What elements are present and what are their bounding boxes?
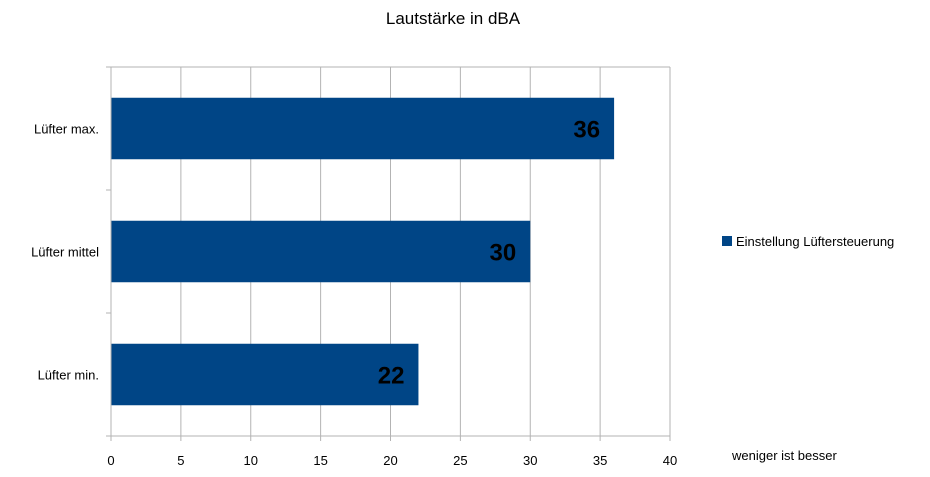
category-label: Lüfter max. — [34, 122, 99, 137]
bars: 36 30 22 — [111, 97, 615, 406]
legend-swatch — [722, 236, 732, 246]
x-tick-label: 20 — [383, 453, 397, 468]
bar — [111, 97, 615, 160]
x-tick-label: 30 — [523, 453, 537, 468]
x-tick-label: 25 — [453, 453, 467, 468]
data-label: 36 — [573, 117, 600, 144]
legend-entry: Einstellung Lüftersteuerung — [736, 234, 894, 249]
category-label: Lüfter mittel — [31, 245, 99, 260]
chart-note: weniger ist besser — [731, 448, 837, 463]
chart-title: Lautstärke in dBA — [386, 9, 521, 28]
bar — [111, 220, 531, 283]
x-tick-label: 10 — [244, 453, 258, 468]
x-tick-label: 35 — [593, 453, 607, 468]
legend: Einstellung Lüftersteuerung — [722, 234, 894, 249]
category-label: Lüfter min. — [38, 368, 99, 383]
data-label: 22 — [378, 363, 405, 390]
axes: 0 5 10 15 20 25 30 35 40 Lüfter max. Lüfter mittel… — [31, 66, 677, 468]
x-tick-label: 15 — [313, 453, 327, 468]
bar — [111, 343, 419, 406]
x-tick-label: 0 — [107, 453, 114, 468]
x-tick-label: 5 — [177, 453, 184, 468]
x-tick-label: 40 — [663, 453, 677, 468]
data-label: 30 — [490, 240, 517, 267]
